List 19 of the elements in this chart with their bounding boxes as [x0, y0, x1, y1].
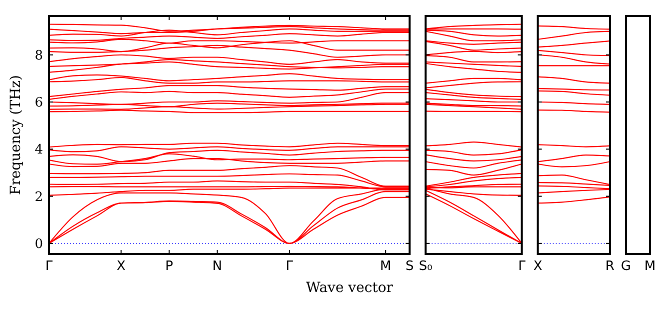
x-tick-label: Γ: [286, 259, 294, 274]
x-tick-label: S₀: [418, 259, 432, 274]
y-axis-title: Frequency (THz): [8, 74, 24, 196]
x-tick-label: S: [406, 259, 414, 274]
y-tick-label: 6: [34, 96, 43, 111]
y-tick-label: 4: [34, 142, 43, 158]
x-tick-label: Γ: [518, 259, 526, 274]
x-tick-label: X: [116, 259, 126, 274]
y-tick-label: 0: [34, 236, 43, 252]
x-tick-label: P: [165, 259, 174, 274]
x-axis-title: Wave vector: [306, 280, 394, 296]
y-tick-label: 2: [34, 190, 43, 205]
x-tick-label: X: [533, 259, 542, 274]
x-tick-label: N: [212, 259, 222, 274]
x-tick-label: Γ: [45, 259, 54, 274]
x-tick-label: R: [605, 259, 614, 274]
x-tick-label: M: [380, 259, 392, 274]
y-tick-label: 8: [34, 48, 43, 64]
category-label: G: [620, 259, 631, 274]
